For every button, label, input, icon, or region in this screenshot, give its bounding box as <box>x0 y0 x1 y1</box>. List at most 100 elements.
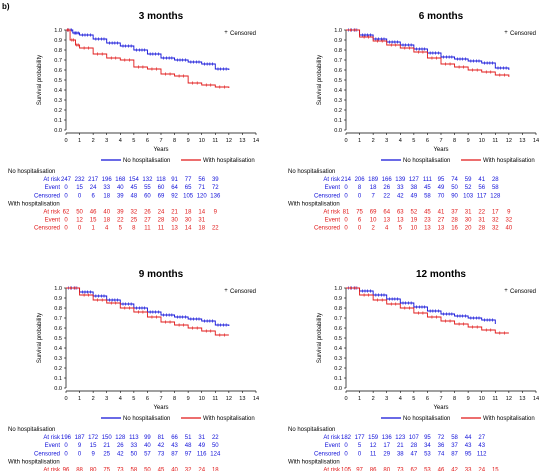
x-tick-label: 1 <box>78 138 81 144</box>
risk-cell-event: 0 <box>64 443 68 449</box>
risk-cell-censored: 13 <box>438 226 445 232</box>
series-no-hospitalisation <box>66 29 230 70</box>
risk-cell-censored: 42 <box>117 451 124 457</box>
risk-cell-at-risk: 41 <box>438 210 445 216</box>
x-tick-label: 3 <box>385 396 388 402</box>
risk-cell-at-risk: 45 <box>158 468 165 471</box>
risk-cell-event: 24 <box>90 185 97 191</box>
risk-cell-event: 32 <box>506 218 513 224</box>
risk-cell-at-risk: 88 <box>76 468 83 471</box>
risk-cell-censored: 0 <box>78 193 82 199</box>
y-tick-label: 0.4 <box>334 346 342 352</box>
risk-cell-event: 31 <box>198 218 205 224</box>
x-tick-label: 8 <box>453 138 456 144</box>
risk-cell-censored: 7 <box>371 193 375 199</box>
risk-row-label-censored: Censored <box>314 193 340 199</box>
x-tick-label: 9 <box>187 138 190 144</box>
y-tick-label: 0.9 <box>54 38 62 44</box>
risk-cell-at-risk: 168 <box>115 177 126 183</box>
risk-cell-event: 34 <box>424 443 431 449</box>
x-tick-label: 0 <box>64 396 67 402</box>
risk-cell-event: 49 <box>198 443 205 449</box>
y-tick-label: 0.6 <box>334 326 342 332</box>
risk-cell-censored: 16 <box>451 226 458 232</box>
x-tick-label: 7 <box>159 396 162 402</box>
x-tick-label: 6 <box>146 138 149 144</box>
risk-cell-event: 36 <box>438 443 445 449</box>
risk-cell-event: 18 <box>103 218 110 224</box>
risk-cell-event: 26 <box>117 443 124 449</box>
risk-row-label-at-risk: At risk <box>43 210 61 216</box>
risk-cell-at-risk: 22 <box>212 435 219 441</box>
x-tick-label: 3 <box>105 396 108 402</box>
y-tick-label: 0.3 <box>334 98 342 104</box>
y-tick-label: 0.5 <box>334 336 342 342</box>
risk-cell-censored: 28 <box>478 226 485 232</box>
risk-row-label-censored: Censored <box>314 451 340 457</box>
y-tick-label: 0.4 <box>54 346 62 352</box>
risk-table-section-with-hospitalisation: With hospitalisation <box>288 459 340 465</box>
risk-cell-at-risk: 91 <box>171 177 178 183</box>
risk-row-label-at-risk: At risk <box>43 177 61 183</box>
risk-cell-event: 55 <box>144 185 151 191</box>
risk-cell-at-risk: 132 <box>142 177 153 183</box>
x-tick-label: 14 <box>533 396 539 402</box>
risk-cell-at-risk: 62 <box>411 468 418 471</box>
risk-cell-event: 28 <box>158 218 165 224</box>
x-axis-label: Years <box>153 147 168 153</box>
censored-legend-label: Censored <box>510 289 536 295</box>
risk-table-section-no-hospitalisation: No hospitalisation <box>8 427 55 433</box>
x-tick-label: 13 <box>519 396 525 402</box>
risk-cell-at-risk: 37 <box>451 210 458 216</box>
risk-cell-censored: 0 <box>64 451 68 457</box>
x-tick-label: 4 <box>119 138 122 144</box>
risk-cell-censored: 22 <box>212 226 219 232</box>
risk-cell-at-risk: 28 <box>492 177 499 183</box>
x-tick-label: 9 <box>467 396 470 402</box>
y-tick-label: 0.6 <box>54 326 62 332</box>
risk-row-label-censored: Censored <box>34 226 60 232</box>
risk-cell-at-risk: 127 <box>409 177 420 183</box>
risk-cell-at-risk: 75 <box>356 210 363 216</box>
risk-cell-censored: 0 <box>344 451 348 457</box>
risk-cell-at-risk: 66 <box>171 435 178 441</box>
risk-cell-at-risk: 86 <box>370 468 377 471</box>
risk-cell-event: 65 <box>185 185 192 191</box>
risk-cell-event: 43 <box>478 443 485 449</box>
x-tick-label: 1 <box>78 396 81 402</box>
risk-cell-at-risk: 232 <box>75 177 86 183</box>
risk-cell-at-risk: 24 <box>478 468 485 471</box>
x-axis-label: Years <box>153 405 168 411</box>
x-tick-label: 4 <box>399 396 402 402</box>
risk-cell-at-risk: 81 <box>158 435 165 441</box>
risk-cell-at-risk: 9 <box>214 210 218 216</box>
risk-cell-at-risk: 118 <box>156 177 166 183</box>
risk-cell-censored: 39 <box>117 193 124 199</box>
risk-cell-censored: 105 <box>183 193 194 199</box>
y-tick-label: 0.0 <box>334 128 342 134</box>
y-tick-label: 0.5 <box>54 78 62 84</box>
risk-cell-at-risk: 139 <box>395 177 406 183</box>
risk-cell-at-risk: 69 <box>370 210 377 216</box>
y-tick-label: 0.4 <box>334 88 342 94</box>
risk-cell-event: 15 <box>90 218 97 224</box>
y-axis-label: Survival probability <box>317 55 323 105</box>
x-tick-label: 10 <box>479 396 485 402</box>
risk-cell-censored: 116 <box>197 451 207 457</box>
risk-cell-censored: 13 <box>171 226 178 232</box>
risk-cell-censored: 120 <box>197 193 208 199</box>
risk-cell-censored: 9 <box>91 451 95 457</box>
risk-cell-censored: 40 <box>506 226 513 232</box>
x-tick-label: 2 <box>92 138 95 144</box>
risk-cell-event: 17 <box>383 443 390 449</box>
risk-cell-at-risk: 58 <box>131 468 138 471</box>
risk-cell-event: 50 <box>451 185 458 191</box>
risk-cell-at-risk: 150 <box>102 435 113 441</box>
risk-row-label-event: Event <box>45 218 61 224</box>
risk-cell-at-risk: 45 <box>424 210 431 216</box>
risk-cell-at-risk: 41 <box>478 177 485 183</box>
risk-cell-censored: 87 <box>451 451 458 457</box>
risk-cell-at-risk: 59 <box>465 177 472 183</box>
risk-cell-event: 40 <box>117 185 124 191</box>
x-tick-label: 5 <box>412 138 415 144</box>
